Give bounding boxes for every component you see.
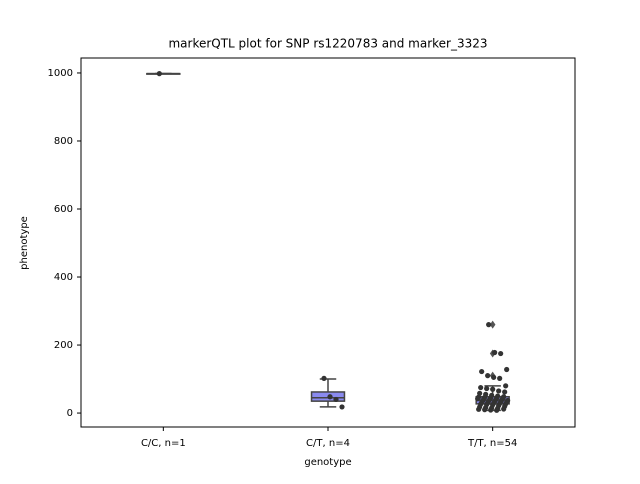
- point: [491, 374, 497, 380]
- point: [494, 407, 500, 413]
- point: [485, 373, 491, 379]
- point: [490, 386, 496, 392]
- point: [497, 375, 503, 381]
- point: [327, 394, 333, 400]
- point: [498, 350, 504, 357]
- point: [502, 389, 508, 395]
- y-tick-label: 600: [54, 204, 73, 215]
- point: [501, 406, 507, 412]
- point: [484, 385, 490, 392]
- point: [482, 407, 488, 413]
- point: [488, 407, 494, 413]
- point: [156, 71, 162, 77]
- point: [339, 404, 345, 410]
- point: [333, 396, 339, 403]
- x-tick-label: T/T, n=54: [467, 438, 517, 449]
- outlier: [489, 320, 496, 329]
- x-axis-label: genotype: [304, 457, 351, 468]
- x-tick-label: C/C, n=1: [141, 438, 186, 449]
- y-tick-label: 400: [54, 272, 73, 283]
- point: [504, 366, 510, 373]
- point: [321, 375, 327, 381]
- chart-title: markerQTL plot for SNP rs1220783 and mar…: [168, 37, 487, 51]
- x-tick-label: C/T, n=4: [306, 438, 350, 449]
- point: [503, 383, 509, 389]
- point: [475, 396, 481, 402]
- y-tick-label: 800: [54, 136, 73, 147]
- y-tick-label: 0: [67, 408, 73, 419]
- point: [479, 368, 485, 375]
- y-axis-label: phenotype: [19, 216, 30, 270]
- point: [496, 388, 502, 394]
- y-tick-label: 200: [54, 340, 73, 351]
- plot-frame: [80, 57, 576, 428]
- point: [492, 349, 498, 356]
- point: [476, 406, 482, 412]
- point: [486, 322, 492, 328]
- point: [478, 384, 484, 391]
- y-tick-label: 1000: [48, 68, 73, 79]
